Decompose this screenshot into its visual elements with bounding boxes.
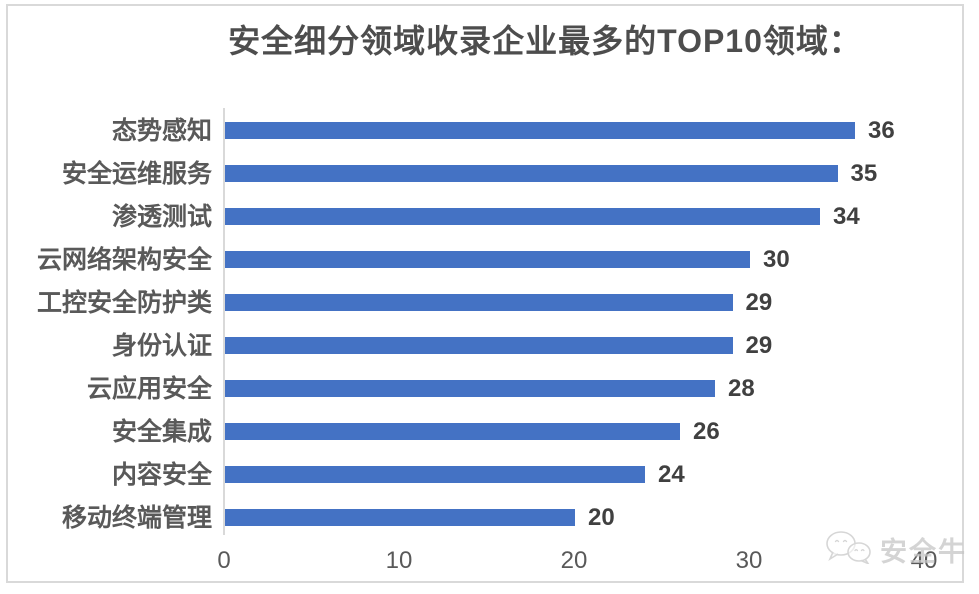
- y-axis-line: [223, 108, 225, 535]
- value-label: 26: [693, 418, 720, 445]
- category-label: 云应用安全: [86, 375, 212, 403]
- bar: [225, 122, 855, 139]
- value-label: 34: [833, 203, 860, 230]
- category-label: 云网络架构安全: [36, 246, 212, 274]
- bar: [225, 208, 820, 225]
- bar: [225, 294, 733, 311]
- value-label: 30: [763, 246, 790, 273]
- bar: [225, 509, 575, 526]
- bar: [225, 380, 715, 397]
- category-label: 工控安全防护类: [36, 289, 212, 317]
- x-axis-tick-label: 30: [735, 547, 763, 574]
- bar: [225, 423, 680, 440]
- x-axis-tick-label: 0: [217, 547, 231, 574]
- value-label: 29: [745, 332, 773, 359]
- value-label: 20: [588, 504, 615, 531]
- value-label: 36: [868, 117, 895, 144]
- category-label: 态势感知: [111, 117, 212, 145]
- bar: [225, 251, 750, 268]
- bar: [225, 466, 645, 483]
- category-label: 渗透测试: [111, 203, 212, 231]
- bar: [225, 337, 733, 354]
- chart-frame: [6, 4, 964, 583]
- category-label: 内容安全: [111, 461, 212, 489]
- category-label: 安全运维服务: [61, 160, 212, 188]
- watermark: 安全牛: [824, 530, 967, 569]
- value-label: 35: [850, 160, 878, 187]
- category-label: 安全集成: [111, 418, 212, 446]
- category-label: 身份认证: [111, 332, 212, 360]
- x-axis-tick-label: 10: [385, 547, 413, 574]
- chart-title: 安全细分领域收录企业最多的TOP10领域：: [228, 23, 862, 59]
- x-axis-tick-label: 20: [560, 547, 588, 574]
- x-axis-tick-label: 40: [910, 547, 938, 574]
- category-label: 移动终端管理: [61, 504, 212, 532]
- wechat-icon: [824, 530, 872, 569]
- bar: [225, 165, 838, 182]
- value-label: 29: [745, 289, 773, 316]
- value-label: 24: [658, 461, 685, 488]
- value-label: 28: [728, 375, 755, 402]
- watermark-label: 安全牛: [880, 537, 967, 567]
